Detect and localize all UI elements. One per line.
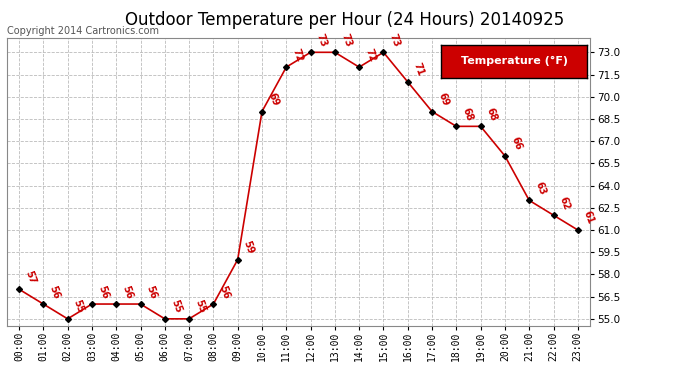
Text: 55: 55 — [193, 298, 207, 315]
Text: 73: 73 — [315, 32, 328, 48]
Text: 56: 56 — [120, 284, 135, 300]
Text: 56: 56 — [48, 284, 61, 300]
Text: 73: 73 — [339, 32, 353, 48]
Text: 71: 71 — [412, 62, 426, 78]
Text: 62: 62 — [558, 195, 572, 211]
Text: 63: 63 — [533, 180, 547, 196]
Text: 72: 72 — [290, 47, 304, 63]
Text: Copyright 2014 Cartronics.com: Copyright 2014 Cartronics.com — [7, 26, 159, 36]
Text: 68: 68 — [460, 106, 475, 122]
Text: 59: 59 — [242, 239, 256, 255]
Text: 56: 56 — [145, 284, 159, 300]
Text: 56: 56 — [96, 284, 110, 300]
Text: 69: 69 — [436, 91, 450, 107]
Text: 73: 73 — [388, 32, 402, 48]
Text: 68: 68 — [485, 106, 499, 122]
Text: 56: 56 — [217, 284, 232, 300]
Text: 61: 61 — [582, 210, 596, 226]
Text: 55: 55 — [169, 298, 183, 315]
Text: 69: 69 — [266, 91, 280, 107]
Text: 72: 72 — [364, 47, 377, 63]
Text: 55: 55 — [72, 298, 86, 315]
Text: 66: 66 — [509, 136, 523, 152]
Text: Outdoor Temperature per Hour (24 Hours) 20140925: Outdoor Temperature per Hour (24 Hours) … — [126, 11, 564, 29]
Text: 57: 57 — [23, 269, 37, 285]
